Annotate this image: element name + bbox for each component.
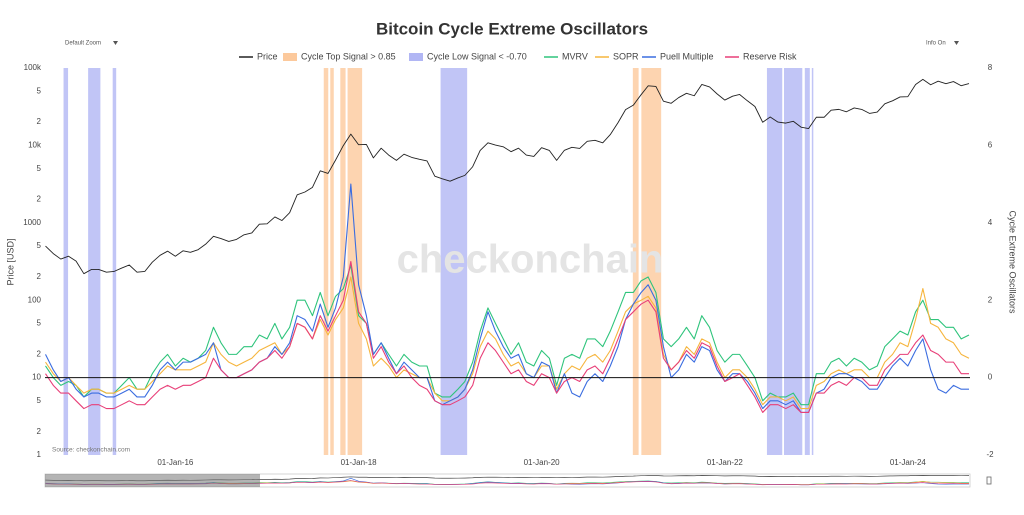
y-tick-label: 5 xyxy=(37,164,42,173)
legend-item[interactable]: Reserve Risk xyxy=(725,51,797,61)
signal-band xyxy=(347,68,363,455)
y-tick-label: 100k xyxy=(24,63,42,72)
dropdown-arrow[interactable] xyxy=(954,41,959,45)
watermark: checkonchain xyxy=(397,238,664,282)
signal-band xyxy=(440,68,468,455)
series-line xyxy=(45,78,970,275)
y-tick-label: 2 xyxy=(37,117,42,126)
legend-label: Cycle Low Signal < -0.70 xyxy=(427,51,527,61)
legend-label: Reserve Risk xyxy=(743,51,797,61)
y-tick-label: 5 xyxy=(37,319,42,328)
y-tick-label: 2 xyxy=(37,195,42,204)
series-line xyxy=(45,276,970,410)
x-tick-label: 01-Jan-22 xyxy=(707,458,744,467)
legend-item[interactable]: MVRV xyxy=(544,51,588,61)
y2-tick-label: 8 xyxy=(988,63,993,72)
y-tick-label: 5 xyxy=(37,86,42,95)
x-tick-label: 01-Jan-16 xyxy=(157,458,194,467)
x-tick-label: 01-Jan-20 xyxy=(524,458,561,467)
legend-label: Cycle Top Signal > 0.85 xyxy=(301,51,396,61)
series-line xyxy=(45,183,969,413)
y-tick-label: 5 xyxy=(37,241,42,250)
y2-tick-label: 0 xyxy=(988,373,993,382)
zoom-label[interactable]: Default Zoom xyxy=(65,41,101,47)
signal-band xyxy=(641,68,662,455)
range-slider[interactable] xyxy=(44,473,992,488)
x-tick-label: 01-Jan-24 xyxy=(890,458,927,467)
info-dropdown[interactable]: Info On xyxy=(926,41,959,47)
legend-label: Price xyxy=(257,51,278,61)
x-tick-label: 01-Jan-18 xyxy=(341,458,378,467)
y-tick-label: 2 xyxy=(37,349,42,358)
signal-band xyxy=(340,68,346,455)
zoom-dropdown[interactable]: Default Zoom xyxy=(65,41,118,47)
legend-item[interactable]: Cycle Low Signal < -0.70 xyxy=(409,51,527,61)
y-tick-label: 1 xyxy=(37,450,42,459)
signal-band xyxy=(632,68,639,455)
y-tick-label: 5 xyxy=(37,396,42,405)
y2-tick-label: -2 xyxy=(986,450,994,459)
y2-tick-label: 4 xyxy=(988,218,993,227)
y-tick-label: 10 xyxy=(32,373,41,382)
y-tick-label: 1000 xyxy=(23,218,41,227)
legend-item[interactable]: Puell Multiple xyxy=(642,51,714,61)
signal-band xyxy=(766,68,783,455)
legend-swatch xyxy=(409,53,423,61)
signal-band xyxy=(63,68,69,455)
y-tick-label: 100 xyxy=(28,295,42,304)
y2-tick-label: 6 xyxy=(988,141,993,150)
signal-band xyxy=(330,68,334,455)
legend-item[interactable]: Price xyxy=(239,51,278,61)
signal-bands xyxy=(63,68,814,455)
signal-band xyxy=(88,68,101,455)
y-tick-label: 10k xyxy=(28,141,42,150)
legend-label: MVRV xyxy=(562,51,588,61)
slider-handle[interactable] xyxy=(986,476,992,485)
chart-title: Bitcoin Cycle Extreme Oscillators xyxy=(376,19,648,38)
y-tick-label: 2 xyxy=(37,427,42,436)
legend-item[interactable]: SOPR xyxy=(595,51,639,61)
slider-window[interactable] xyxy=(45,474,260,487)
series-line xyxy=(45,264,970,406)
signal-band xyxy=(112,68,117,455)
signal-band xyxy=(811,68,814,455)
legend-item[interactable]: Cycle Top Signal > 0.85 xyxy=(283,51,396,61)
y2-tick-label: 2 xyxy=(988,295,993,304)
signal-band xyxy=(783,68,803,455)
y-axis-title: Price [USD] xyxy=(5,238,15,285)
dropdown-arrow[interactable] xyxy=(113,41,118,45)
legend-label: Puell Multiple xyxy=(660,51,714,61)
info-label[interactable]: Info On xyxy=(926,41,946,47)
signal-band xyxy=(804,68,810,455)
y-tick-label: 2 xyxy=(37,272,42,281)
source-note: Source: checkonchain.com xyxy=(52,447,130,454)
series-line xyxy=(45,260,969,413)
series-lines xyxy=(45,78,970,413)
y2-axis-title: Cycle Extreme Oscillators xyxy=(1008,210,1018,314)
legend-swatch xyxy=(283,53,297,61)
signal-band xyxy=(323,68,329,455)
legend-label: SOPR xyxy=(613,51,639,61)
